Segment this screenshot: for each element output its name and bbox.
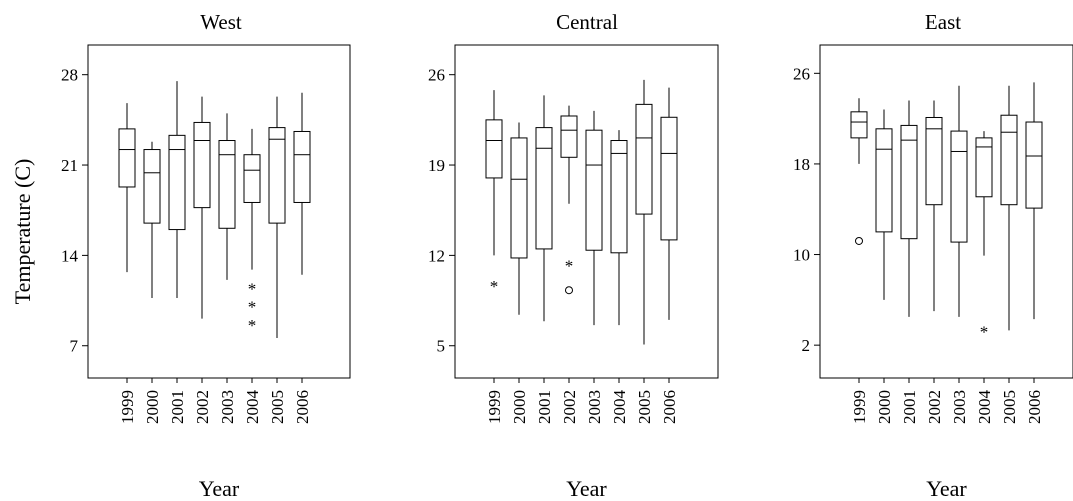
x-tick-label: 2001: [168, 390, 187, 424]
outlier-asterisk: *: [980, 322, 989, 341]
outlier-asterisk: *: [248, 316, 257, 335]
y-tick-label: 10: [793, 246, 810, 265]
y-tick-label: 2: [802, 336, 811, 355]
iqr-box: [1025, 121, 1043, 209]
x-tick-label: 2002: [925, 390, 944, 424]
plot-frame: [819, 44, 1073, 379]
iqr-box: [510, 137, 528, 259]
iqr-box: [560, 115, 578, 158]
iqr-box: [193, 121, 211, 209]
x-tick-label: 2002: [560, 390, 579, 424]
y-tick-label: 19: [428, 156, 445, 175]
x-tick-label: 2006: [293, 390, 312, 424]
x-axis-title: Year: [199, 476, 240, 501]
iqr-box: [243, 154, 261, 203]
x-tick-label: 2003: [950, 390, 969, 424]
x-tick-label: 2003: [218, 390, 237, 424]
y-tick-label: 5: [437, 337, 446, 356]
iqr-box: [925, 116, 943, 206]
outlier-asterisk: *: [565, 256, 574, 275]
iqr-box: [635, 103, 653, 215]
x-axis-title: Year: [926, 476, 967, 501]
iqr-box: [168, 134, 186, 231]
panel-title: West: [200, 10, 242, 34]
x-tick-label: 2004: [243, 390, 262, 425]
y-tick-label: 28: [61, 66, 78, 85]
x-tick-label: 2006: [1025, 390, 1044, 424]
x-tick-label: 2002: [193, 390, 212, 424]
x-tick-label: 2005: [635, 390, 654, 424]
outlier-circle: [855, 236, 863, 245]
x-tick-label: 1999: [485, 390, 504, 424]
iqr-box: [900, 124, 918, 240]
y-axis-title: Temperature (C): [10, 159, 35, 305]
plot-frame: [87, 44, 351, 379]
iqr-box: [850, 111, 868, 139]
y-tick-label: 26: [428, 66, 445, 85]
iqr-box: [485, 119, 503, 179]
iqr-box: [535, 127, 553, 250]
iqr-box: [610, 140, 628, 254]
x-tick-label: 2000: [143, 390, 162, 424]
y-tick-label: 26: [793, 64, 810, 83]
y-tick-label: 14: [61, 246, 79, 265]
x-tick-label: 2004: [975, 390, 994, 425]
iqr-box: [585, 129, 603, 251]
outlier-asterisk: *: [490, 277, 499, 296]
panel-title: East: [925, 10, 961, 34]
iqr-box: [975, 137, 993, 198]
y-tick-label: 12: [428, 246, 445, 265]
x-tick-label: 1999: [118, 390, 137, 424]
iqr-box: [293, 130, 311, 203]
iqr-box: [268, 127, 286, 224]
x-tick-label: 2000: [875, 390, 894, 424]
x-tick-label: 2001: [900, 390, 919, 424]
x-tick-label: 2006: [660, 390, 679, 424]
y-tick-label: 7: [70, 337, 79, 356]
outlier-asterisk: *: [248, 280, 257, 299]
iqr-box: [118, 128, 136, 188]
panel-central: Central 5 12 19 26 * 1999 2000 2001 * 2002 2003 2004…: [428, 10, 719, 501]
panel-east: East 2 10 18 26 1999 2000 2001 2002 2003 * 2004 2005…: [793, 10, 1073, 501]
panel-title: Central: [556, 10, 618, 34]
x-tick-label: 2004: [610, 390, 629, 425]
x-tick-label: 2001: [535, 390, 554, 424]
iqr-box: [660, 116, 678, 241]
x-tick-label: 2005: [1000, 390, 1019, 424]
iqr-box: [1000, 114, 1018, 206]
iqr-box: [950, 130, 968, 243]
y-tick-label: 18: [793, 155, 810, 174]
outlier-circle: [565, 286, 573, 295]
iqr-box: [218, 140, 236, 229]
x-tick-label: 1999: [850, 390, 869, 424]
x-tick-label: 2003: [585, 390, 604, 424]
x-tick-label: 2005: [268, 390, 287, 424]
plot-frame: [454, 44, 719, 379]
outlier-asterisk: *: [248, 298, 257, 317]
iqr-box: [875, 128, 893, 233]
x-axis-title: Year: [566, 476, 607, 501]
y-tick-label: 21: [61, 156, 78, 175]
iqr-box: [143, 149, 161, 224]
x-tick-label: 2000: [510, 390, 529, 424]
